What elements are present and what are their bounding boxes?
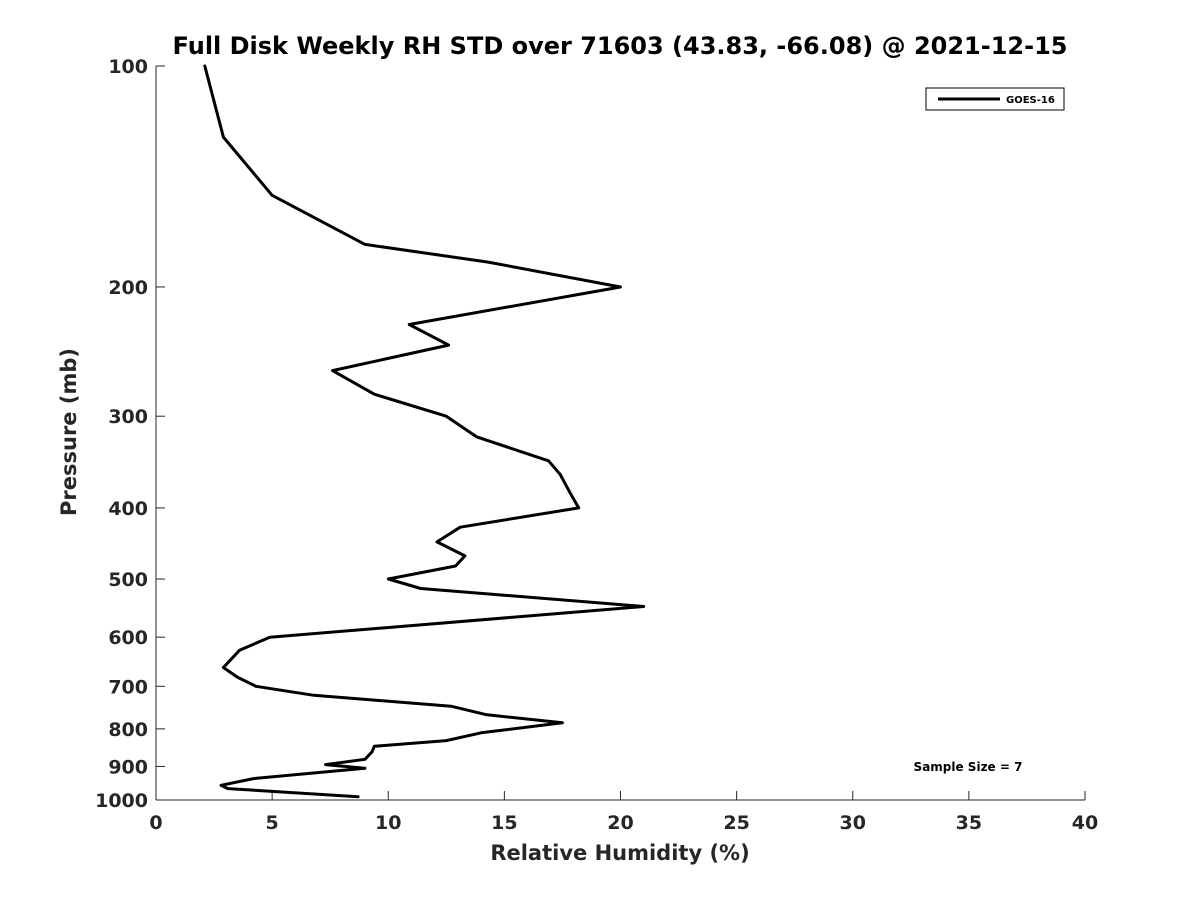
x-tick-label: 5 xyxy=(266,812,279,834)
y-axis-label: Pressure (mb) xyxy=(57,348,81,516)
x-ticks: 0 5 10 15 20 25 30 35 40 xyxy=(149,791,1098,834)
y-tick-label: 500 xyxy=(108,569,148,591)
series-line-goes-16 xyxy=(203,64,646,799)
y-tick-label: 100 xyxy=(108,56,148,78)
chart-title: Full Disk Weekly RH STD over 71603 (43.8… xyxy=(173,32,1068,60)
axes xyxy=(155,66,1085,801)
x-axis-label: Relative Humidity (%) xyxy=(490,841,749,865)
series-layer xyxy=(203,64,646,799)
x-tick-label: 35 xyxy=(956,812,982,834)
y-tick-label: 700 xyxy=(108,676,148,698)
sample-size-annotation: Sample Size = 7 xyxy=(914,760,1023,774)
y-tick-label: 800 xyxy=(108,719,148,741)
y-tick-label: 1000 xyxy=(95,790,148,812)
y-ticks: 100 200 300 400 500 600 700 800 900 1000 xyxy=(95,56,165,812)
y-tick-label: 400 xyxy=(108,498,148,520)
x-tick-label: 15 xyxy=(491,812,517,834)
legend-label: GOES-16 xyxy=(1006,95,1055,106)
x-tick-label: 40 xyxy=(1072,812,1098,834)
x-tick-label: 10 xyxy=(375,812,401,834)
x-tick-label: 25 xyxy=(723,812,749,834)
y-tick-label: 200 xyxy=(108,277,148,299)
x-tick-label: 0 xyxy=(149,812,162,834)
x-tick-label: 30 xyxy=(840,812,866,834)
y-tick-label: 900 xyxy=(108,756,148,778)
y-tick-label: 300 xyxy=(108,406,148,428)
x-tick-label: 20 xyxy=(607,812,633,834)
legend: GOES-16 xyxy=(925,87,1065,111)
y-tick-label: 600 xyxy=(108,627,148,649)
